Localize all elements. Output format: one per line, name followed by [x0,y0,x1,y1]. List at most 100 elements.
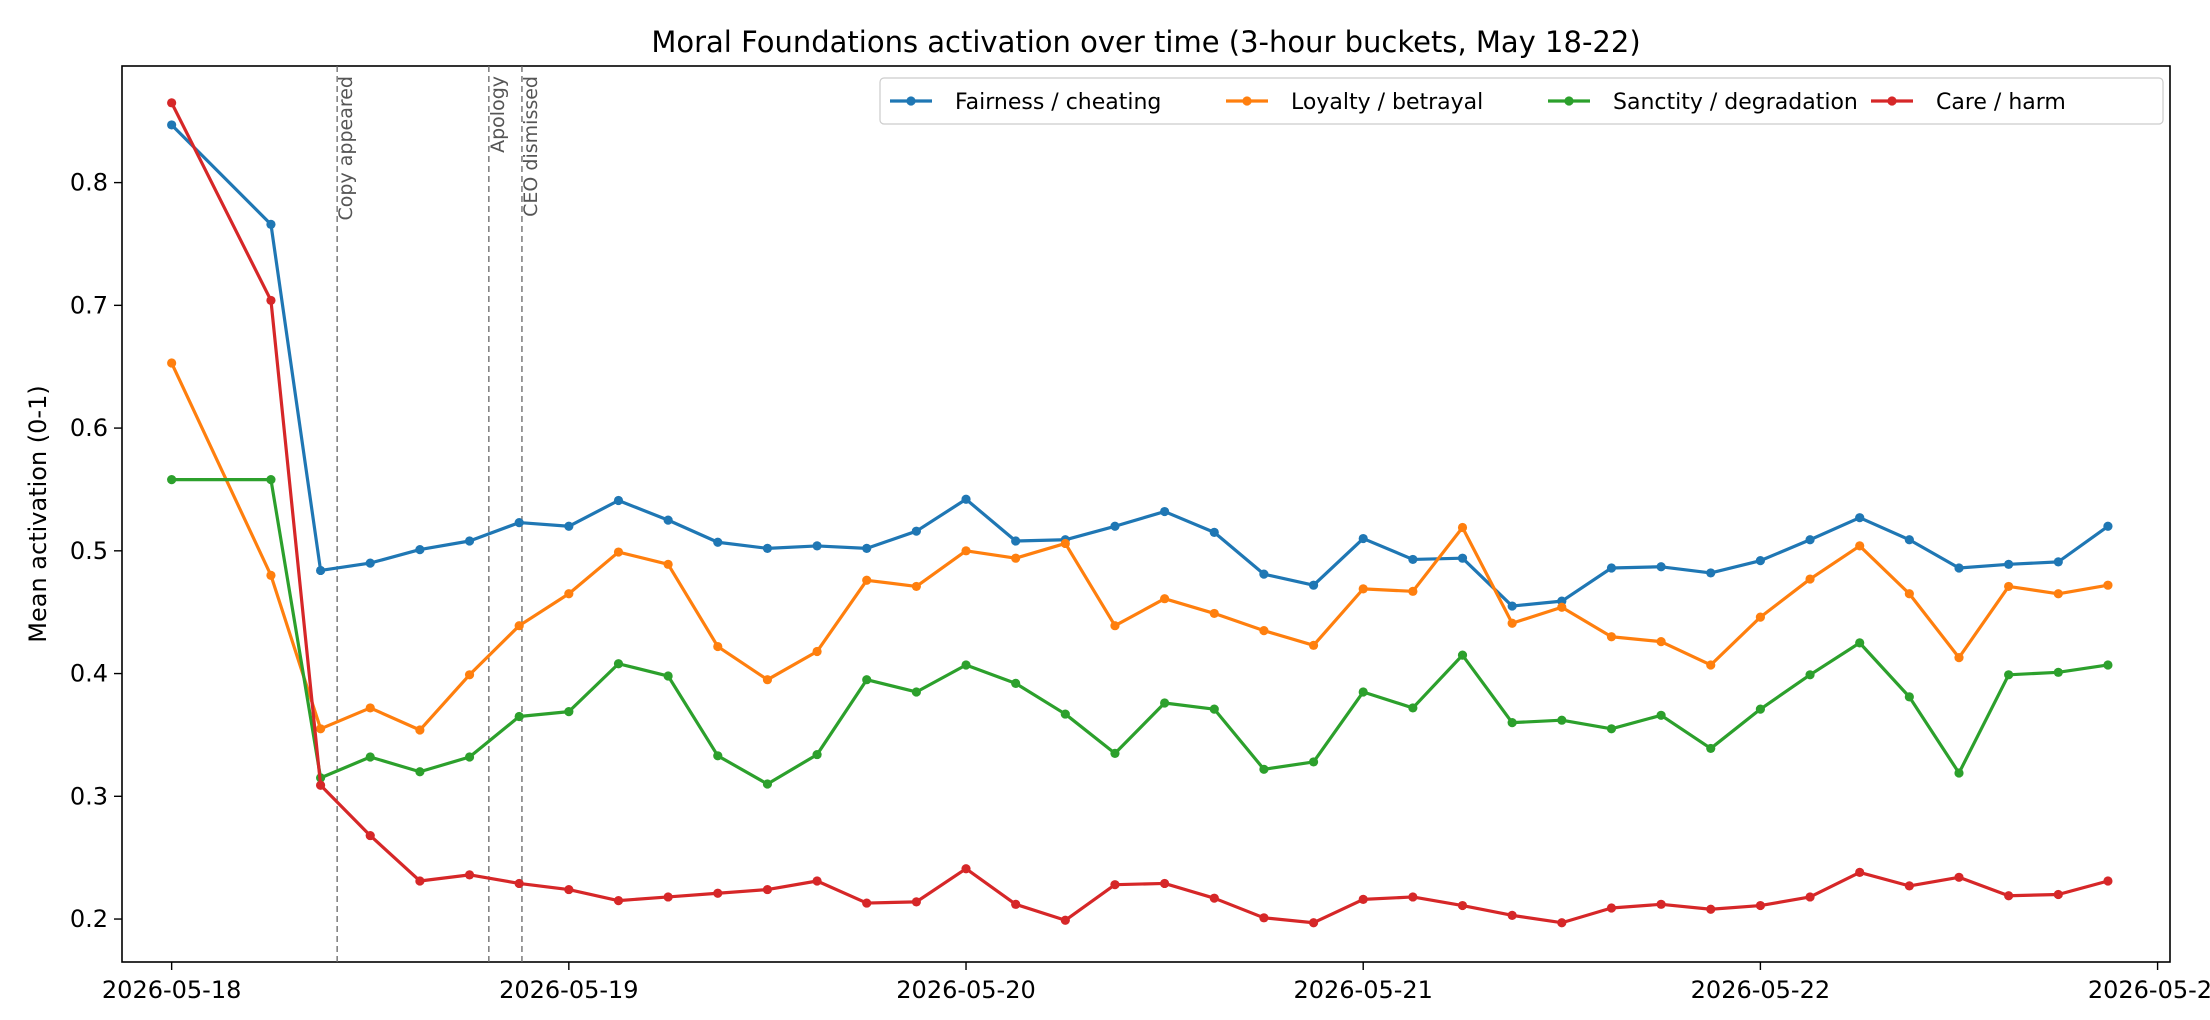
data-point [1904,692,1914,702]
data-point [862,575,872,585]
data-point [1011,678,1021,688]
data-point [1209,608,1219,619]
data-point [2004,670,2014,680]
data-point [1160,594,1170,604]
data-point [266,570,276,580]
data-point [1011,553,1021,563]
data-point [1358,533,1368,544]
data-point [812,876,822,886]
y-tick-label: 0.3 [70,782,108,810]
data-point [1954,653,1964,663]
data-point [1706,568,1716,578]
data-point [1606,724,1617,734]
data-point [1706,743,1716,754]
data-point [514,711,524,722]
data-point [365,830,375,841]
data-point [663,515,673,525]
data-point [961,494,971,504]
data-point [862,543,872,553]
annotation-label: Copy appeared [335,76,357,220]
data-point [167,475,177,485]
data-point [2053,667,2063,677]
series-line [170,102,2109,925]
data-point [2053,589,2063,599]
data-point [564,707,574,717]
data-point [1110,880,1120,890]
data-point [1904,881,1914,891]
data-point [1805,670,1815,680]
data-point [415,876,425,886]
data-point [1606,563,1617,573]
data-point [1855,541,1865,551]
data-point [1606,632,1617,642]
data-point [762,543,773,553]
data-point [1457,900,1468,911]
data-point [613,896,624,906]
data-point [167,98,177,108]
data-point [464,752,475,762]
data-point [762,675,773,685]
data-point [464,536,475,546]
data-point [961,660,971,670]
data-point [1954,768,1964,778]
data-point [365,558,375,568]
data-point [1457,522,1468,533]
data-point [1259,569,1269,579]
data-point [1011,536,1021,546]
data-point [1011,899,1021,909]
data-point [464,870,475,880]
data-point [812,541,822,551]
data-point [1408,554,1418,565]
data-point [1259,626,1269,636]
data-point [613,495,624,506]
data-point [1160,698,1170,708]
data-point [713,537,723,547]
data-point [911,897,921,907]
data-point [1160,878,1170,889]
data-point [961,864,971,874]
data-point [1110,621,1120,631]
data-point [713,751,723,761]
data-point [564,521,574,531]
data-point [1160,506,1170,517]
y-tick-label: 0.2 [70,905,108,933]
y-tick-label: 0.8 [70,169,108,197]
data-point [1954,872,1964,882]
data-point [365,703,375,713]
y-tick-label: 0.5 [70,537,108,565]
series-loyalty-betrayal [167,358,2113,735]
legend-marker [906,96,916,106]
data-point [1358,584,1368,594]
data-point [1557,602,1567,612]
data-point [1308,640,1319,650]
data-point [564,884,574,895]
data-point [1755,704,1765,714]
data-point [1209,893,1219,903]
data-point [1060,538,1070,549]
data-point [1606,903,1617,913]
data-point [2103,521,2113,531]
data-point [613,659,624,669]
data-point [1557,715,1567,725]
data-point [1755,900,1765,911]
data-point [1656,710,1666,720]
data-point [564,589,574,599]
data-point [1656,899,1666,909]
data-point [514,517,524,528]
data-point [1408,586,1418,596]
data-point [1308,918,1319,928]
data-point [1209,704,1219,714]
legend: Fairness / cheating Loyalty / betrayal San… [879,77,2164,125]
data-point [415,767,425,777]
event-annotations: Copy appeared Apology CEO dismissed [335,66,542,962]
data-point [167,120,177,130]
data-point [1259,764,1269,774]
legend-marker [1242,96,1252,106]
data-point [1706,904,1716,914]
data-point [365,752,375,762]
data-point [2004,559,2014,569]
data-point [2053,557,2063,567]
data-point [2103,580,2113,590]
data-point [1507,718,1517,728]
